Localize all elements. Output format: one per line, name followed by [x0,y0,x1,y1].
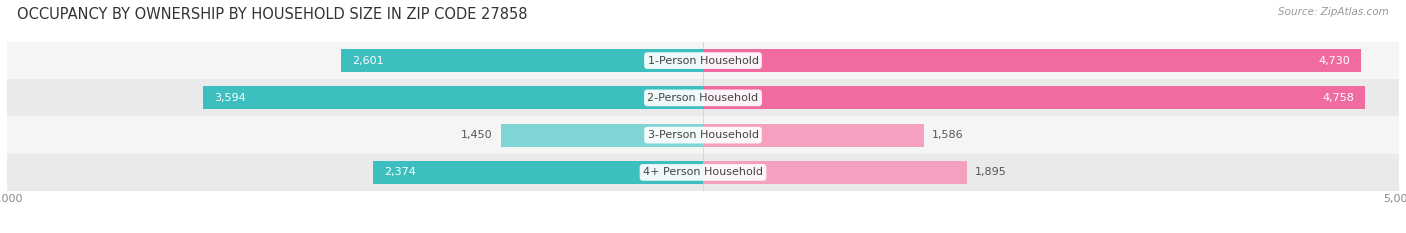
Text: 3,594: 3,594 [214,93,246,103]
Bar [7,154,1399,191]
Bar [501,123,703,147]
Text: OCCUPANCY BY OWNERSHIP BY HOUSEHOLD SIZE IN ZIP CODE 27858: OCCUPANCY BY OWNERSHIP BY HOUSEHOLD SIZE… [17,7,527,22]
Text: 2-Person Household: 2-Person Household [647,93,759,103]
Bar [7,79,1399,116]
Bar [202,86,703,110]
Text: 1,450: 1,450 [461,130,494,140]
Bar [342,49,703,72]
Text: 2,601: 2,601 [352,56,384,65]
Text: 3-Person Household: 3-Person Household [648,130,758,140]
Text: 4,758: 4,758 [1322,93,1354,103]
Text: 4+ Person Household: 4+ Person Household [643,168,763,177]
Bar [703,86,1365,110]
Bar [373,161,703,184]
Bar [703,49,1361,72]
Text: 1-Person Household: 1-Person Household [648,56,758,65]
Bar [703,161,967,184]
Bar [703,123,924,147]
Text: 1,895: 1,895 [976,168,1007,177]
Text: 1,586: 1,586 [932,130,963,140]
Text: Source: ZipAtlas.com: Source: ZipAtlas.com [1278,7,1389,17]
Bar [7,116,1399,154]
Text: 4,730: 4,730 [1319,56,1350,65]
Text: 2,374: 2,374 [384,168,416,177]
Bar [7,42,1399,79]
